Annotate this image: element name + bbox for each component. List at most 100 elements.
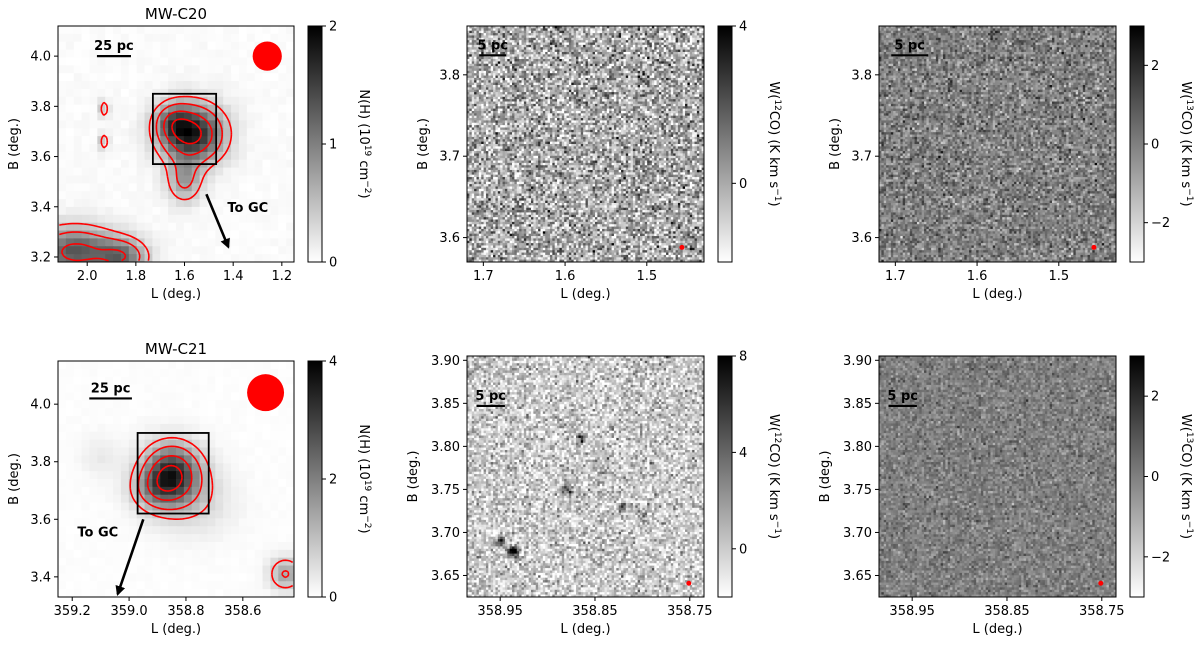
scale-bar-label: 25 pc [94,39,134,54]
beam-marker [253,42,282,71]
x-axis-label: L (deg.) [560,622,610,637]
colorbar [1130,356,1144,597]
x-tick-label: 1.6 [174,269,195,284]
y-axis-label: B (deg.) [818,451,833,503]
colorbar-label: N(H) (1019 cm−2) [356,424,372,533]
beam-marker [247,374,284,411]
x-tick-label: 359.0 [110,604,147,619]
colorbar [308,361,322,597]
x-tick-label: 358.6 [224,604,261,619]
x-tick-label: 1.5 [1048,269,1069,284]
colorbar [308,26,322,262]
y-tick-label: 3.85 [843,397,872,412]
colorbar-tick-label: 0 [739,177,747,192]
colorbar-tick-label: 4 [329,355,337,370]
panel-title: MW-C20 [145,5,207,23]
colorbar-tick-label: 0 [329,591,337,606]
x-tick-label: 1.7 [885,269,906,284]
y-tick-label: 3.70 [431,526,460,541]
x-tick-label: 358.85 [984,604,1030,619]
colorbar-label: W(12CO) (K km s−1) [766,414,782,539]
heatmap-image [879,26,1117,263]
colorbar [718,26,732,262]
colorbar-label: W(13CO) (K km s−1) [1178,81,1194,206]
x-axis-label: L (deg.) [151,622,201,637]
colorbar-tick-label: 4 [739,20,747,35]
beam-marker [679,245,684,250]
heatmap-image [467,26,705,263]
colorbar-tick-label: 2 [329,473,337,488]
colorbar [718,356,732,597]
x-tick-label: 358.85 [572,604,618,619]
scale-bar-label: 5 pc [475,389,506,404]
y-tick-label: 3.85 [431,397,460,412]
colorbar-tick-label: 0 [329,256,337,271]
x-axis-label: L (deg.) [151,287,201,302]
colorbar-tick-label: 2 [1151,59,1159,74]
x-tick-label: 358.75 [667,604,713,619]
colorbar-tick-label: 2 [329,20,337,35]
gc-arrow-label: To GC [77,526,118,541]
beam-marker [1091,245,1096,250]
scale-bar-label: 5 pc [894,38,925,53]
x-tick-label: 359.2 [54,604,91,619]
scale-bar-label: 25 pc [91,381,131,396]
colorbar-tick-label: 1 [329,138,337,153]
y-tick-label: 3.8 [439,68,460,83]
y-tick-label: 3.8 [851,68,872,83]
x-tick-label: 358.95 [889,604,935,619]
x-tick-label: 1.4 [223,269,244,284]
y-tick-label: 3.6 [439,231,460,246]
y-tick-label: 3.90 [431,354,460,369]
y-axis-label: B (deg.) [7,118,22,170]
panel-title: MW-C21 [145,340,207,358]
panel-p10: 25 pc To GC 359.2 359.0 358.8 358.6 3.4 3.6 3.8 4… [7,340,372,637]
x-tick-label: 1.6 [555,269,576,284]
beam-marker [686,581,691,586]
x-tick-label: 358.75 [1079,604,1125,619]
gc-arrow-label: To GC [227,201,268,216]
colorbar [1130,26,1144,262]
x-tick-label: 1.2 [271,269,292,284]
x-tick-label: 358.95 [477,604,523,619]
colorbar-tick-label: 0 [739,542,747,557]
y-tick-label: 3.6 [30,150,51,165]
x-tick-label: 358.8 [167,604,204,619]
y-tick-label: 4.0 [30,398,51,413]
y-tick-label: 3.6 [851,231,872,246]
y-axis-label: B (deg.) [828,118,843,170]
y-tick-label: 3.2 [30,250,51,265]
x-tick-label: 1.5 [636,269,657,284]
y-tick-label: 3.6 [30,513,51,528]
x-tick-label: 1.7 [473,269,494,284]
colorbar-tick-label: 4 [739,446,747,461]
y-tick-label: 3.70 [843,526,872,541]
y-tick-label: 3.80 [843,440,872,455]
colorbar-tick-label: −2 [1151,550,1170,565]
x-tick-label: 1.6 [967,269,988,284]
y-tick-label: 3.80 [431,440,460,455]
y-tick-label: 3.8 [30,100,51,115]
y-tick-label: 3.7 [851,150,872,165]
scale-bar-label: 5 pc [887,389,918,404]
x-tick-label: 2.0 [77,269,98,284]
y-tick-label: 3.4 [30,570,51,585]
y-tick-label: 3.75 [431,483,460,498]
scale-bar-label: 5 pc [477,38,508,53]
y-axis-label: B (deg.) [406,451,421,503]
x-axis-label: L (deg.) [972,287,1022,302]
y-tick-label: 3.7 [439,150,460,165]
colorbar-tick-label: 0 [1151,138,1159,153]
colorbar-tick-label: 8 [739,350,747,365]
x-axis-label: L (deg.) [560,287,610,302]
y-axis-label: B (deg.) [416,118,431,170]
y-tick-label: 3.8 [30,455,51,470]
colorbar-tick-label: 2 [1151,390,1159,405]
colorbar-label: W(13CO) (K km s−1) [1178,414,1194,539]
x-axis-label: L (deg.) [972,622,1022,637]
x-tick-label: 1.8 [126,269,147,284]
